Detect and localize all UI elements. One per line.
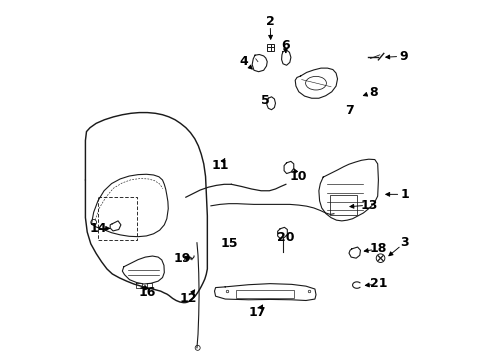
Text: 15: 15: [220, 237, 238, 250]
Text: 6: 6: [281, 39, 290, 52]
Text: 17: 17: [249, 306, 266, 319]
Text: 11: 11: [212, 159, 229, 172]
Text: 5: 5: [262, 94, 270, 107]
Text: 20: 20: [277, 231, 295, 244]
Text: 18: 18: [370, 242, 387, 255]
Text: 2: 2: [266, 15, 274, 28]
Text: 1: 1: [400, 188, 409, 201]
Text: 21: 21: [369, 278, 387, 291]
Text: 12: 12: [180, 292, 197, 305]
Text: 10: 10: [289, 170, 307, 183]
Text: 8: 8: [369, 86, 378, 99]
Text: 7: 7: [345, 104, 354, 117]
Text: 3: 3: [400, 236, 409, 249]
Text: 4: 4: [240, 55, 248, 68]
Text: 19: 19: [173, 252, 191, 265]
Text: 13: 13: [361, 199, 378, 212]
Text: 16: 16: [139, 287, 156, 300]
Text: 14: 14: [89, 222, 107, 235]
Text: 9: 9: [399, 50, 408, 63]
